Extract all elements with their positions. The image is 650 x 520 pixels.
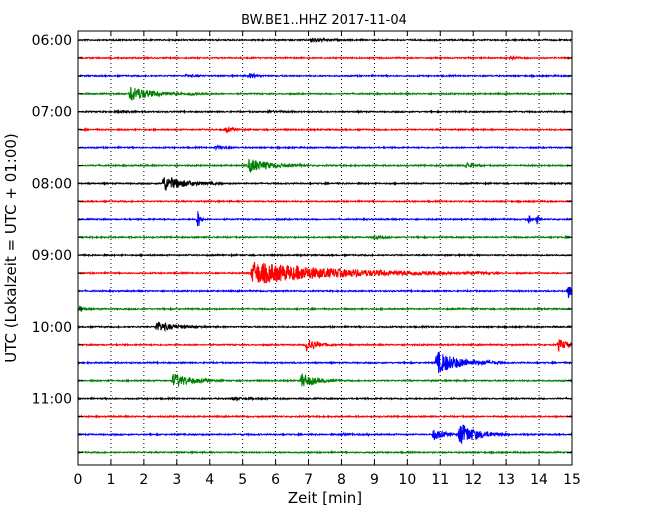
- x-gridlines: [110, 31, 540, 465]
- y-tick-label: 07:00: [32, 105, 72, 121]
- seismogram-trace: [77, 108, 573, 115]
- x-tick-label: 10: [398, 472, 416, 488]
- seismogram-trace: [77, 72, 573, 79]
- seismogram-trace: [77, 86, 573, 101]
- seismogram-traces: [77, 36, 573, 455]
- x-tick-label: 4: [205, 472, 214, 488]
- x-tick-label: 8: [337, 472, 346, 488]
- seismogram-trace: [77, 198, 573, 204]
- seismogram-trace: [77, 126, 573, 134]
- x-tick-label: 9: [370, 472, 379, 488]
- y-tick-label: 11:00: [32, 392, 72, 408]
- seismogram-trace: [77, 373, 573, 388]
- y-tick-label: 10:00: [32, 320, 72, 336]
- seismogram-trace: [77, 252, 573, 258]
- x-tick-label: 12: [464, 472, 482, 488]
- x-tick-label: 7: [304, 472, 313, 488]
- x-tick-label: 15: [563, 472, 581, 488]
- x-tick-label: 14: [530, 472, 548, 488]
- x-tick-label: 11: [431, 472, 449, 488]
- x-tick-label: 1: [106, 472, 115, 488]
- seismogram-trace: [77, 339, 573, 353]
- x-axis-label: Zeit [min]: [288, 489, 362, 507]
- seismogram-trace: [77, 143, 573, 152]
- seismogram-trace: [77, 413, 573, 420]
- y-tick-label: 06:00: [32, 33, 72, 49]
- seismogram-trace: [77, 286, 573, 299]
- seismogram-trace: [77, 351, 573, 374]
- x-tick-label: 2: [139, 472, 148, 488]
- seismogram-trace: [77, 55, 573, 62]
- seismogram-trace: [77, 234, 573, 241]
- seismogram-trace: [77, 261, 573, 284]
- y-tick-label: 08:00: [32, 176, 72, 192]
- chart-title: BW.BE1..HHZ 2017-11-04: [241, 13, 407, 28]
- seismogram-trace: [77, 158, 573, 173]
- seismogram-trace: [77, 176, 573, 191]
- seismogram-trace: [77, 321, 573, 333]
- x-tick-label: 5: [238, 472, 247, 488]
- x-tick-label: 3: [172, 472, 181, 488]
- x-tick-label: 13: [497, 472, 515, 488]
- y-axis-label: UTC (Lokalzeit = UTC + 01:00): [2, 133, 20, 363]
- seismogram-trace: [77, 424, 573, 444]
- seismogram-trace: [77, 36, 573, 44]
- plot-frame: [77, 30, 573, 466]
- seismogram-trace: [77, 305, 573, 312]
- x-tick-label: 0: [74, 472, 83, 488]
- seismogram-trace: [77, 396, 573, 402]
- y-tick-label: 09:00: [32, 248, 72, 264]
- seismogram-trace: [77, 211, 573, 227]
- x-tick-label: 6: [271, 472, 280, 488]
- seismogram-trace: [77, 449, 573, 455]
- x-axis-ticks: 0 1 2 3 4 5 6 7 8 9 10 11 12 13 14 15: [74, 31, 581, 488]
- y-axis-ticks: 06:00 07:00 08:00 09:00 10:00 11:00: [32, 33, 572, 453]
